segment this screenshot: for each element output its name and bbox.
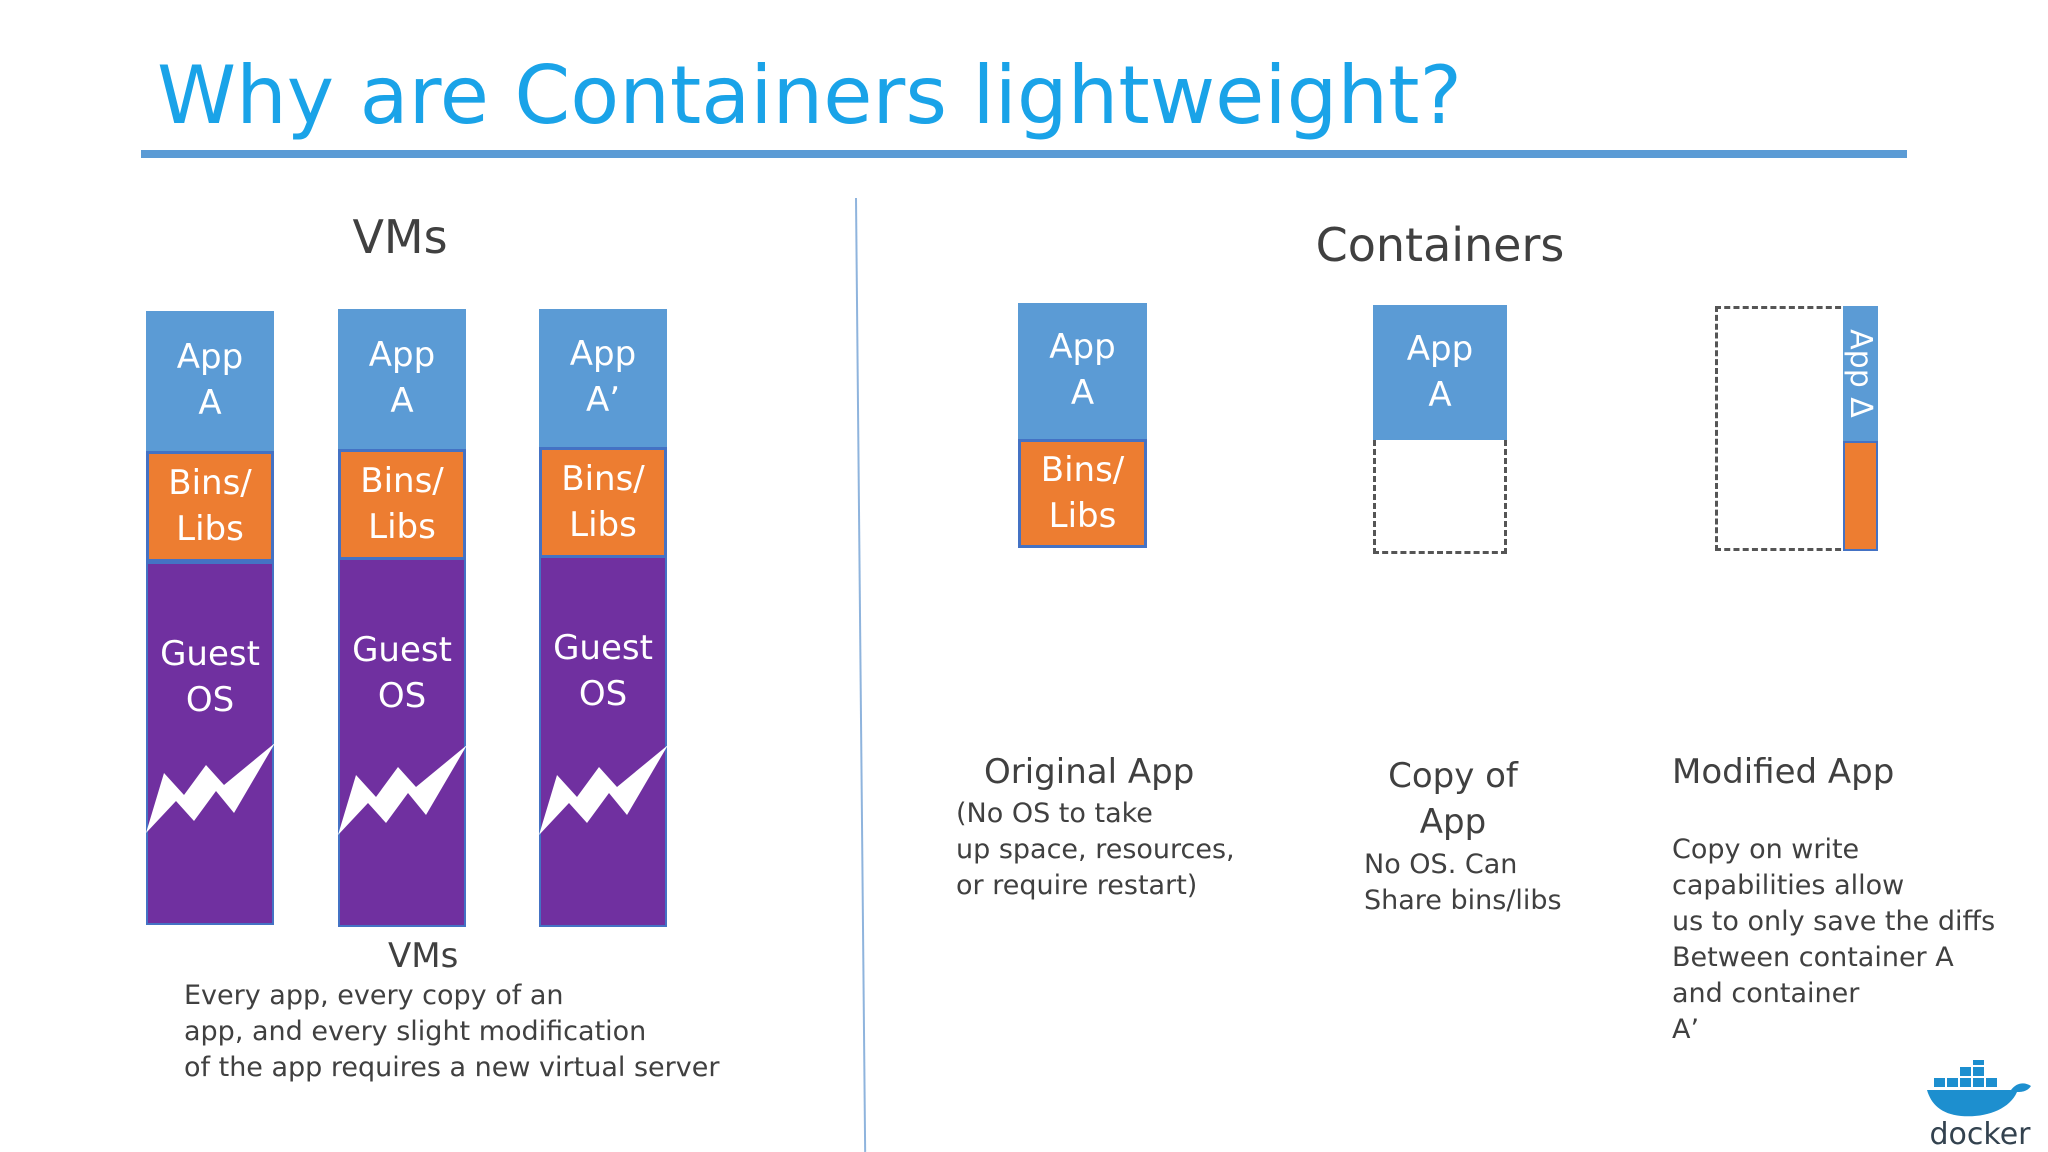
vms-caption-title: VMs: [388, 936, 459, 976]
original-app-block: App A: [1018, 303, 1147, 439]
section-divider: [855, 197, 867, 1152]
modified-app-diff-block: App Δ: [1843, 306, 1878, 441]
vm1-bins-block: Bins/ Libs: [146, 451, 274, 562]
docker-logo-text: docker: [1929, 1117, 2031, 1152]
vm3-guest-os-block: Guest OS: [539, 556, 667, 927]
original-app-caption: (No OS to take up space, resources, or r…: [956, 798, 1235, 901]
vm2-guest-os-block: Guest OS: [338, 558, 466, 927]
slide-title: Why are Containers lightweight?: [157, 49, 1462, 142]
vm2-app-block: App A: [338, 309, 466, 449]
vms-caption: Every app, every copy of an app, and eve…: [184, 980, 720, 1083]
modified-app-label: Modified App: [1672, 752, 1895, 792]
vm1-app-block: App A: [146, 311, 274, 451]
copy-shared-bins-placeholder: [1373, 440, 1507, 554]
vm1-guest-os-label: Guest OS: [160, 634, 260, 720]
title-underline: [141, 150, 1907, 158]
containers-heading: Containers: [1315, 218, 1565, 272]
vm1-guest-os-block: Guest OS: [146, 562, 274, 925]
docker-logo: docker: [1925, 1056, 2035, 1152]
vm3-lightning-icon: [539, 745, 668, 835]
vm3-guest-os-label: Guest OS: [553, 628, 653, 714]
modified-app-caption: Copy on write capabilities allow us to o…: [1672, 834, 1996, 1045]
vm3-bins-block: Bins/ Libs: [539, 447, 667, 558]
modified-bins-diff-block: [1843, 441, 1878, 551]
copy-app-label: Copy of App: [1388, 756, 1518, 842]
vm3-app-block: App A’: [539, 309, 667, 447]
vms-heading: VMs: [352, 210, 448, 264]
original-app-label: Original App: [984, 752, 1195, 792]
copy-app-block: App A: [1373, 305, 1507, 440]
vm2-lightning-icon: [338, 745, 467, 835]
copy-app-caption: No OS. Can Share bins/libs: [1364, 849, 1562, 916]
docker-whale-icon: [1927, 1056, 2031, 1117]
vm2-bins-block: Bins/ Libs: [338, 449, 466, 560]
original-bins-block: Bins/ Libs: [1018, 439, 1147, 548]
modified-app-diff-label: App Δ: [1843, 329, 1879, 418]
vm2-guest-os-label: Guest OS: [352, 630, 452, 716]
vm1-lightning-icon: [146, 743, 275, 833]
